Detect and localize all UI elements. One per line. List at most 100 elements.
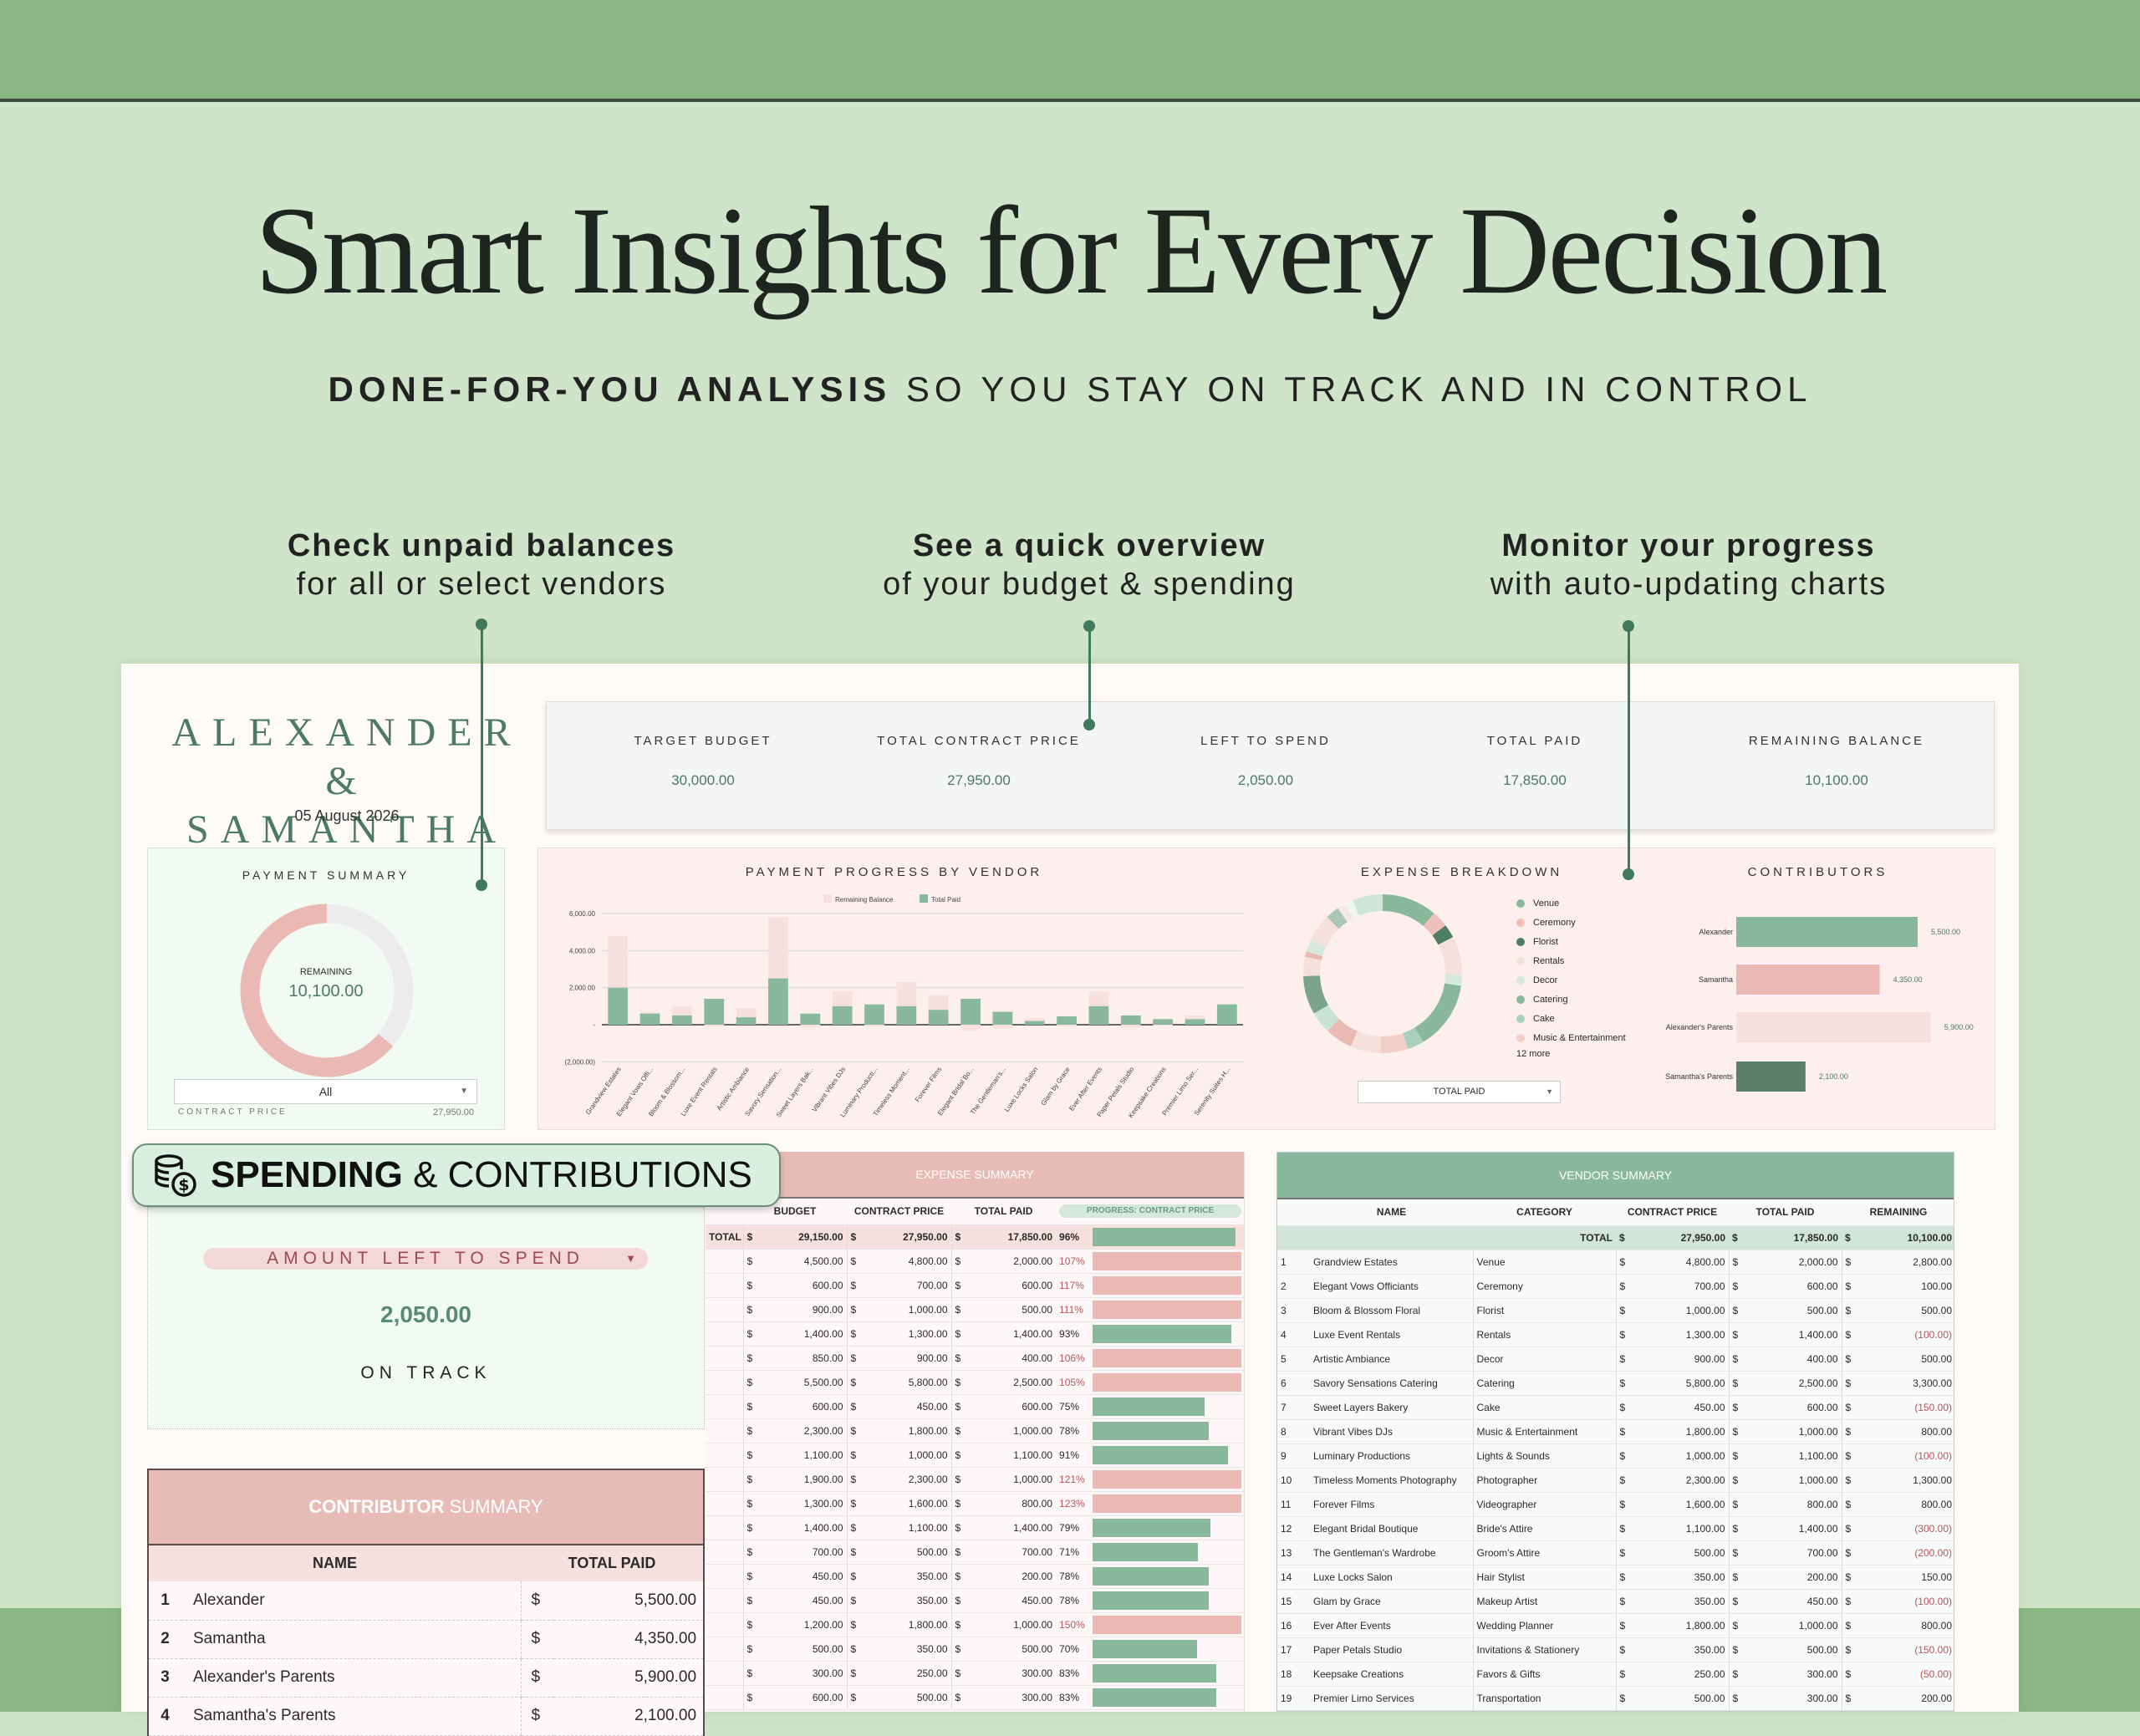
currency: $ [950,1224,967,1250]
vendor-category: Hair Stylist [1473,1565,1617,1590]
metric-dropdown[interactable]: TOTAL PAID ▼ [1358,1081,1561,1103]
currency: $ [742,1685,758,1710]
budget-value: 500.00 [758,1637,848,1662]
total-label: TOTAL [706,1224,743,1250]
remaining-value: 500.00 [1857,1347,1954,1372]
contributor-bar [1736,1061,1806,1092]
currency: $ [846,1346,863,1371]
row-number: 10 [1277,1468,1310,1493]
currency: $ [742,1224,758,1250]
legend-dot-icon [1516,918,1525,927]
currency: $ [950,1249,967,1274]
bar-remaining [864,1025,884,1027]
contract-value: 4,800.00 [862,1249,952,1274]
vendor-filter-dropdown[interactable]: All ▼ [174,1079,477,1104]
row-label [706,1612,743,1637]
contract-value: 700.00 [1631,1274,1730,1299]
currency: $ [950,1564,967,1589]
row-number: 7 [1277,1395,1310,1420]
row-label [706,1443,743,1468]
table-row: $5,500.00 $5,800.00 $2,500.00 105% [706,1370,1244,1395]
progress-percent: 78% [1056,1418,1090,1443]
progress-bar-cell [1089,1394,1244,1419]
payment-donut [240,904,414,1077]
bar-paid [832,1005,853,1025]
row-number: 14 [1277,1565,1310,1590]
row-number: 2 [1277,1274,1310,1299]
row-label [706,1661,743,1686]
row-number: 8 [1277,1419,1310,1444]
paid-value: 1,000.00 [1744,1419,1842,1444]
currency: $ [742,1612,758,1637]
donut-slice [1438,937,1462,975]
y-tick-label: - [593,1021,595,1029]
amount-left-dropdown[interactable]: AMOUNT LEFT TO SPEND ▼ [203,1248,648,1270]
currency: $ [1729,1250,1744,1275]
progress-bar [1093,1397,1205,1416]
col-contract: CONTRACT PRICE [847,1199,952,1225]
kpi-label: REMAINING BALANCE [1748,734,1925,748]
table-row: 19 Premier Limo Services Transportation $50… [1277,1686,1954,1711]
budget-value: 2,300.00 [758,1418,848,1443]
budget-value: 1,100.00 [758,1443,848,1468]
connector-dot [1623,868,1634,880]
contract-value: 700.00 [862,1273,952,1298]
legend-item: Florist [1516,932,1626,951]
bar-remaining [1185,1015,1205,1020]
vendor-category: Photographer [1473,1468,1617,1493]
progress-bar [1093,1591,1209,1610]
currency: $ [950,1321,967,1347]
currency: $ [950,1637,967,1662]
currency: $ [1616,1347,1631,1372]
paid-value: 1,000.00 [966,1418,1057,1443]
remaining-value: (150.00) [1857,1637,1954,1662]
row-number: 18 [1277,1662,1310,1687]
currency: $ [1842,1443,1857,1469]
bar-paid [864,1004,884,1025]
bar-remaining [704,1025,725,1027]
chevron-down-icon: ▼ [625,1252,636,1265]
currency: $ [520,1697,554,1736]
row-number: 4 [1277,1322,1310,1347]
currency: $ [950,1612,967,1637]
paid-value: 200.00 [966,1564,1057,1589]
progress-percent: 111% [1056,1297,1090,1322]
progress-percent: 93% [1056,1321,1090,1347]
legend-item: Rentals [1516,951,1626,970]
subtitle-rest: SO YOU STAY ON TRACK AND IN CONTROL [905,369,1812,409]
contract-price-label: CONTRACT PRICE [178,1107,288,1117]
contributor-value: 4,350.00 [1893,975,1923,984]
contributor-label: Samantha [1699,975,1733,984]
budget-value: 900.00 [758,1297,848,1322]
budget-value: 5,500.00 [758,1370,848,1395]
contract-value: 500.00 [1631,1540,1730,1565]
row-number: 1 [148,1581,181,1621]
legend-more[interactable]: 12 more [1516,1049,1551,1059]
legend-swatch [823,894,832,903]
row-number: 16 [1277,1613,1310,1638]
progress-dropdown[interactable]: PROGRESS: CONTRACT PRICE [1056,1199,1244,1225]
bar-paid [768,978,788,1025]
contract-value: 350.00 [862,1588,952,1613]
kpi-label: TARGET BUDGET [634,734,772,748]
contributor-label: Alexander [1699,928,1733,936]
col-num [1277,1199,1310,1226]
bar-remaining [768,917,788,979]
remaining-label: REMAINING [299,967,353,977]
remaining-value: (50.00) [1857,1662,1954,1687]
callout-text: of your budget & spending [883,567,1296,602]
couple-line-1: ALEXANDER & [171,710,522,803]
currency: $ [742,1273,758,1298]
remaining-value: 800.00 [1857,1613,1954,1638]
contributor-bar [1736,917,1918,947]
currency: $ [846,1685,863,1710]
currency: $ [846,1467,863,1492]
row-number: 5 [1277,1347,1310,1372]
paid-value: 1,000.00 [1744,1613,1842,1638]
vendor-category: Decor [1473,1347,1617,1372]
bar-paid [671,1015,692,1025]
donut-slice [1414,983,1461,1042]
progress-bar-cell [1089,1370,1244,1395]
row-number: 11 [1277,1492,1310,1517]
column-header-row: NAME TOTAL PAID [148,1545,705,1581]
